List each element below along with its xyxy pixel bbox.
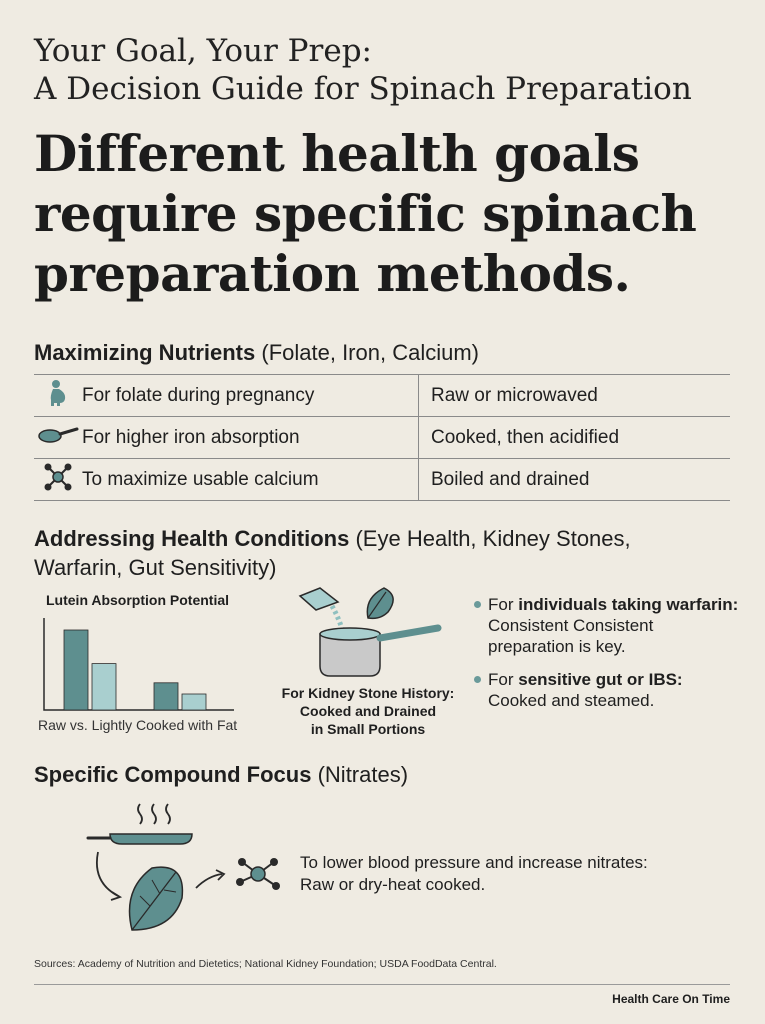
bowl-icon <box>298 587 340 611</box>
conditions-bullet-list: For individuals taking warfarin: Consist… <box>472 594 742 723</box>
list-item: For individuals taking warfarin: Consist… <box>472 594 742 657</box>
kidney-caption-line: For Kidney Stone History: <box>281 685 455 701</box>
bullet-prefix: For <box>488 595 519 614</box>
chart-bar <box>63 629 89 711</box>
section-title-conditions: Addressing Health Conditions (Eye Health… <box>34 524 734 582</box>
section-title-nutrients: Maximizing Nutrients (Folate, Iron, Calc… <box>34 340 479 366</box>
leaf-icon <box>128 866 184 931</box>
bullet-dot <box>474 601 481 608</box>
chart-title: Lutein Absorption Potential <box>46 592 230 608</box>
leaf-icon <box>366 587 394 620</box>
kidney-caption-line: Cooked and Drained <box>299 703 437 719</box>
section-title-text: Specific Compound Focus <box>34 762 312 787</box>
chart-bar <box>153 682 179 711</box>
bullet-text: Consistent Consistent preparation is key… <box>488 616 654 656</box>
nutrients-table: For folate during pregnancy Raw or micro… <box>34 374 730 501</box>
section-title-paren: (Eye Health, Kidney Stones, <box>355 526 631 551</box>
nitrate-text: To lower blood pressure and increase nit… <box>300 852 720 896</box>
goal-cell: For higher iron absorption <box>82 416 419 459</box>
section-title-paren: (Nitrates) <box>317 762 409 787</box>
method-cell: Raw or microwaved <box>418 374 730 417</box>
subtitle-line: A Decision Guide for Spinach Preparation <box>34 71 692 107</box>
nitrate-text-line: To lower blood pressure and increase nit… <box>300 853 648 872</box>
pregnant-person-icon <box>34 374 82 417</box>
headline-line: Different health goals <box>34 124 640 183</box>
saucepan-icon <box>319 624 442 677</box>
section-title-text: Maximizing Nutrients <box>34 340 256 365</box>
list-item: For sensitive gut or IBS: Cooked and ste… <box>472 669 742 711</box>
bullet-bold: sensitive gut or IBS: <box>518 670 683 689</box>
page-headline: Different health goals require specific … <box>34 124 754 304</box>
pot-illustration <box>298 587 442 677</box>
chart-bar <box>181 693 207 711</box>
method-cell: Cooked, then acidified <box>418 416 730 459</box>
kidney-caption-line: in Small Portions <box>310 721 426 737</box>
method-cell: Boiled and drained <box>418 458 730 501</box>
bullet-text: Cooked and steamed. <box>488 691 655 710</box>
chart-bar <box>91 663 117 711</box>
section-title-paren: (Folate, Iron, Calcium) <box>261 340 479 365</box>
section-title-text: Addressing Health Conditions <box>34 526 350 551</box>
sources-note: Sources: Academy of Nutrition and Dietet… <box>34 958 497 970</box>
kidney-caption: For Kidney Stone History: Cooked and Dra… <box>268 684 468 738</box>
table-row: For folate during pregnancy Raw or micro… <box>34 374 730 417</box>
table-row: For higher iron absorption Cooked, then … <box>34 416 730 459</box>
chart-caption: Raw vs. Lightly Cooked with Fat <box>38 717 238 733</box>
bullet-bold: individuals taking warfarin: <box>518 595 739 614</box>
steam-icon <box>137 803 171 825</box>
nitrate-text-line: Raw or dry-heat cooked. <box>300 875 486 894</box>
page-subtitle: Your Goal, Your Prep: A Decision Guide f… <box>34 32 734 108</box>
goal-cell: For folate during pregnancy <box>82 374 419 417</box>
brand-name: Health Care On Time <box>612 992 730 1006</box>
table-row: To maximize usable calcium Boiled and dr… <box>34 458 730 501</box>
molecule-icon <box>236 858 280 890</box>
molecule-icon <box>34 458 82 501</box>
bullet-dot <box>474 676 481 683</box>
frying-pan-icon <box>34 416 82 459</box>
section-title-compound: Specific Compound Focus (Nitrates) <box>34 762 408 788</box>
headline-line: preparation methods. <box>34 244 631 303</box>
nitrate-illustration <box>86 803 280 931</box>
headline-line: require specific spinach <box>34 184 697 243</box>
section-title-paren: Warfarin, Gut Sensitivity) <box>34 555 277 580</box>
lutein-chart <box>43 618 234 711</box>
frying-pan-icon <box>86 833 193 845</box>
footer-divider <box>34 984 730 985</box>
subtitle-line: Your Goal, Your Prep: <box>34 33 372 69</box>
bullet-prefix: For <box>488 670 519 689</box>
goal-cell: To maximize usable calcium <box>82 458 419 501</box>
